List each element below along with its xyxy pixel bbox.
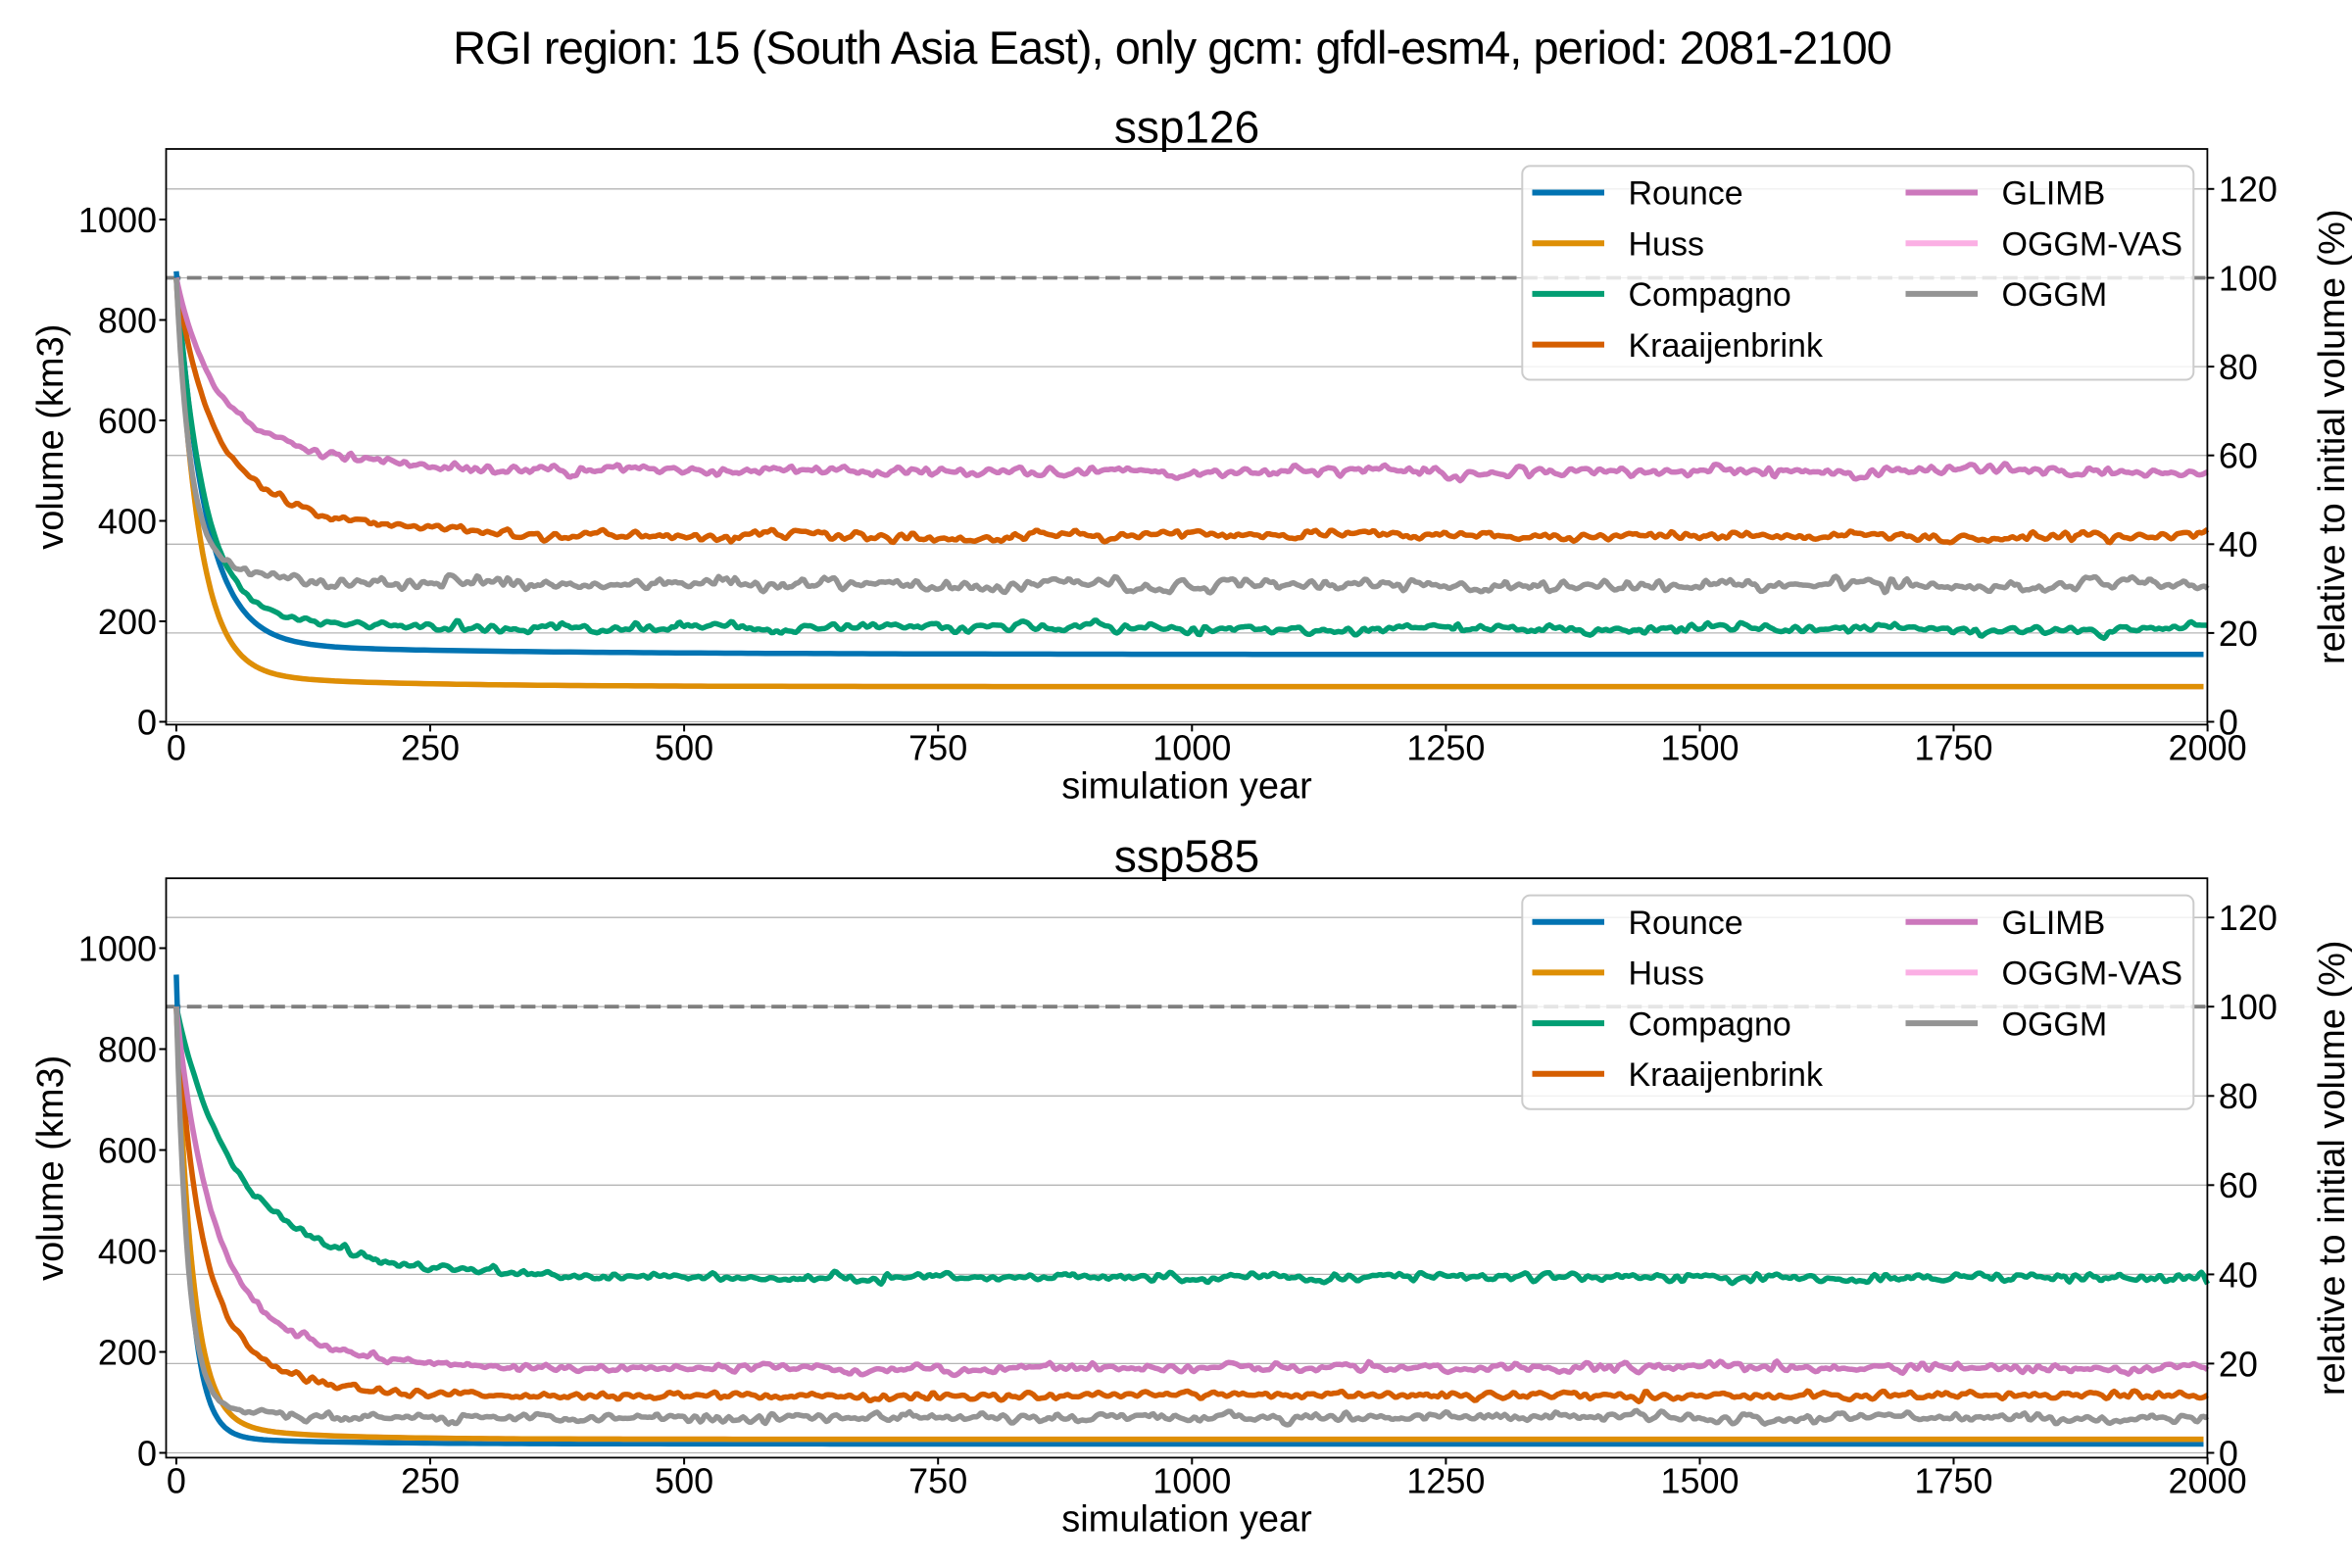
svg-text:RGI region: 15 (South Asia Eas: RGI region: 15 (South Asia East), only g… xyxy=(453,22,1891,74)
svg-text:GLIMB: GLIMB xyxy=(2002,175,2106,213)
svg-text:200: 200 xyxy=(98,602,157,642)
svg-text:250: 250 xyxy=(401,727,460,767)
svg-text:simulation year: simulation year xyxy=(1061,1498,1312,1540)
svg-text:relative to initial volume (%): relative to initial volume (%) xyxy=(2312,209,2352,664)
svg-text:1000: 1000 xyxy=(1152,1460,1231,1500)
svg-text:800: 800 xyxy=(98,1029,157,1069)
svg-text:500: 500 xyxy=(655,1460,713,1500)
svg-text:ssp126: ssp126 xyxy=(1114,101,1259,152)
svg-text:0: 0 xyxy=(137,1433,157,1473)
svg-text:Rounce: Rounce xyxy=(1629,175,1743,213)
svg-text:Kraaijenbrink: Kraaijenbrink xyxy=(1629,1056,1824,1094)
svg-text:Compagno: Compagno xyxy=(1629,276,1791,314)
svg-text:1750: 1750 xyxy=(1914,1460,1992,1500)
svg-text:2000: 2000 xyxy=(2169,727,2247,767)
svg-text:1500: 1500 xyxy=(1660,727,1739,767)
svg-text:1750: 1750 xyxy=(1914,727,1992,767)
svg-text:400: 400 xyxy=(98,1231,157,1271)
svg-text:OGGM-VAS: OGGM-VAS xyxy=(2002,956,2183,993)
svg-text:volume (km3): volume (km3) xyxy=(30,324,72,550)
svg-text:600: 600 xyxy=(98,1130,157,1170)
svg-text:Kraaijenbrink: Kraaijenbrink xyxy=(1629,327,1824,365)
svg-text:20: 20 xyxy=(2219,1344,2258,1384)
svg-text:0: 0 xyxy=(2219,1433,2238,1473)
svg-text:80: 80 xyxy=(2219,1076,2258,1116)
svg-text:60: 60 xyxy=(2219,1165,2258,1205)
svg-text:Huss: Huss xyxy=(1629,956,1704,993)
svg-text:Compagno: Compagno xyxy=(1629,1005,1791,1043)
svg-text:0: 0 xyxy=(2219,702,2238,742)
svg-text:Rounce: Rounce xyxy=(1629,905,1743,942)
svg-text:100: 100 xyxy=(2219,258,2278,298)
svg-text:1500: 1500 xyxy=(1660,1460,1739,1500)
svg-text:400: 400 xyxy=(98,501,157,541)
svg-text:1000: 1000 xyxy=(78,200,157,240)
svg-text:0: 0 xyxy=(167,727,186,767)
svg-text:100: 100 xyxy=(2219,987,2278,1027)
svg-text:1000: 1000 xyxy=(1152,727,1231,767)
svg-text:OGGM: OGGM xyxy=(2002,1005,2108,1043)
svg-text:750: 750 xyxy=(908,727,967,767)
svg-text:40: 40 xyxy=(2219,524,2258,564)
svg-text:20: 20 xyxy=(2219,613,2258,654)
svg-text:1250: 1250 xyxy=(1406,1460,1485,1500)
svg-text:0: 0 xyxy=(167,1460,186,1500)
svg-text:80: 80 xyxy=(2219,347,2258,387)
svg-text:2000: 2000 xyxy=(2169,1460,2247,1500)
svg-text:volume (km3): volume (km3) xyxy=(30,1055,72,1281)
svg-text:60: 60 xyxy=(2219,436,2258,476)
svg-text:1250: 1250 xyxy=(1406,727,1485,767)
svg-text:simulation year: simulation year xyxy=(1061,765,1312,807)
svg-text:40: 40 xyxy=(2219,1254,2258,1295)
svg-text:Huss: Huss xyxy=(1629,225,1704,263)
svg-text:OGGM-VAS: OGGM-VAS xyxy=(2002,225,2183,263)
svg-text:ssp585: ssp585 xyxy=(1114,831,1259,882)
svg-text:500: 500 xyxy=(655,727,713,767)
svg-text:250: 250 xyxy=(401,1460,460,1500)
svg-text:600: 600 xyxy=(98,401,157,441)
svg-text:1000: 1000 xyxy=(78,928,157,968)
svg-text:120: 120 xyxy=(2219,170,2278,210)
svg-text:750: 750 xyxy=(908,1460,967,1500)
svg-text:GLIMB: GLIMB xyxy=(2002,905,2106,942)
svg-text:OGGM: OGGM xyxy=(2002,276,2108,314)
svg-text:800: 800 xyxy=(98,300,157,340)
svg-text:120: 120 xyxy=(2219,898,2278,938)
svg-text:200: 200 xyxy=(98,1332,157,1372)
svg-text:relative to initial volume (%): relative to initial volume (%) xyxy=(2312,940,2352,1396)
svg-text:0: 0 xyxy=(137,702,157,742)
